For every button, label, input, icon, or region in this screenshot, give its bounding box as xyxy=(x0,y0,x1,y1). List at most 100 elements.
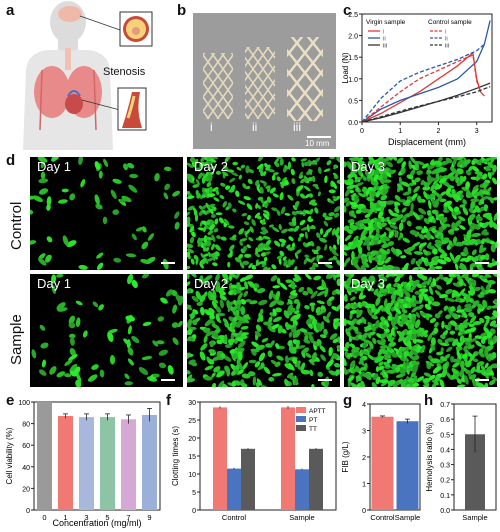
cell xyxy=(203,327,211,333)
cell xyxy=(354,219,364,225)
cell xyxy=(255,203,259,209)
cell xyxy=(443,237,450,242)
cell xyxy=(465,190,471,199)
cell xyxy=(174,221,180,230)
cell xyxy=(311,384,315,387)
cell xyxy=(451,290,456,299)
cell xyxy=(307,226,316,230)
cell xyxy=(187,195,195,200)
y-tick-label: 40 xyxy=(22,465,30,472)
cell xyxy=(236,303,242,312)
cell xyxy=(212,187,219,192)
cell xyxy=(255,179,260,187)
cell xyxy=(422,293,430,302)
cell xyxy=(204,275,213,281)
cell xyxy=(419,345,426,353)
cell xyxy=(355,182,364,187)
cell xyxy=(358,192,366,198)
y-tick-label: 2.0 xyxy=(348,34,358,41)
cell xyxy=(287,304,293,314)
cell xyxy=(217,380,225,387)
cell xyxy=(449,355,455,363)
cell xyxy=(205,236,213,241)
cell xyxy=(30,240,37,245)
cell xyxy=(258,157,264,162)
cell xyxy=(397,347,404,357)
cell xyxy=(260,170,264,177)
cell xyxy=(472,358,479,363)
cell xyxy=(222,201,227,208)
cell xyxy=(244,298,252,303)
cell xyxy=(269,299,278,308)
cell xyxy=(199,275,204,282)
cell xyxy=(400,381,406,387)
cell xyxy=(310,160,316,165)
cell xyxy=(423,384,430,387)
cell xyxy=(492,274,497,277)
cell xyxy=(263,366,271,375)
cell xyxy=(459,360,465,369)
cell xyxy=(349,201,359,208)
cell xyxy=(235,190,240,197)
cell xyxy=(468,327,477,333)
cell xyxy=(215,251,220,257)
cell xyxy=(256,378,263,386)
cell xyxy=(367,308,373,316)
cell xyxy=(431,383,437,387)
cell xyxy=(80,179,86,188)
cell xyxy=(387,218,392,225)
cell xyxy=(377,259,382,266)
cell xyxy=(288,236,294,241)
cell xyxy=(256,215,262,220)
cell xyxy=(349,360,356,368)
cell xyxy=(243,290,249,298)
cell xyxy=(418,242,427,248)
cell xyxy=(362,372,371,378)
cell xyxy=(190,157,196,163)
cell xyxy=(286,244,291,249)
cell xyxy=(485,165,491,172)
cell xyxy=(461,186,470,192)
y-tick-label: 60 xyxy=(22,443,30,450)
cell xyxy=(464,375,469,385)
cell xyxy=(445,187,452,195)
cell xyxy=(64,373,72,378)
panel-label-f: f xyxy=(166,392,171,409)
cell xyxy=(359,357,365,366)
cell xyxy=(350,382,358,387)
cell xyxy=(40,160,45,169)
cell xyxy=(458,216,466,222)
cell xyxy=(213,366,221,373)
cell xyxy=(308,199,316,205)
cell xyxy=(212,262,218,267)
cell xyxy=(49,366,57,375)
cell xyxy=(187,304,193,311)
cell xyxy=(383,371,389,379)
cell xyxy=(407,322,412,330)
cell xyxy=(401,207,407,213)
cell xyxy=(438,215,445,221)
cell xyxy=(377,305,383,311)
cell xyxy=(472,279,477,288)
cell xyxy=(200,306,205,316)
cell xyxy=(381,243,390,249)
cell xyxy=(482,181,488,190)
cell xyxy=(399,334,404,342)
cell xyxy=(252,376,257,386)
cell xyxy=(435,209,439,219)
cell xyxy=(196,301,203,307)
cell xyxy=(349,274,355,278)
cell xyxy=(78,264,88,270)
legend-entry: ii xyxy=(445,37,448,43)
cell xyxy=(386,161,393,168)
cell xyxy=(92,301,99,308)
cell xyxy=(409,285,417,292)
cell xyxy=(235,274,241,280)
cell xyxy=(40,342,49,349)
legend-swatch xyxy=(296,407,306,413)
cell xyxy=(478,348,484,354)
cell xyxy=(291,178,296,185)
cell xyxy=(242,245,248,252)
bar xyxy=(142,414,157,510)
cell xyxy=(465,293,471,303)
